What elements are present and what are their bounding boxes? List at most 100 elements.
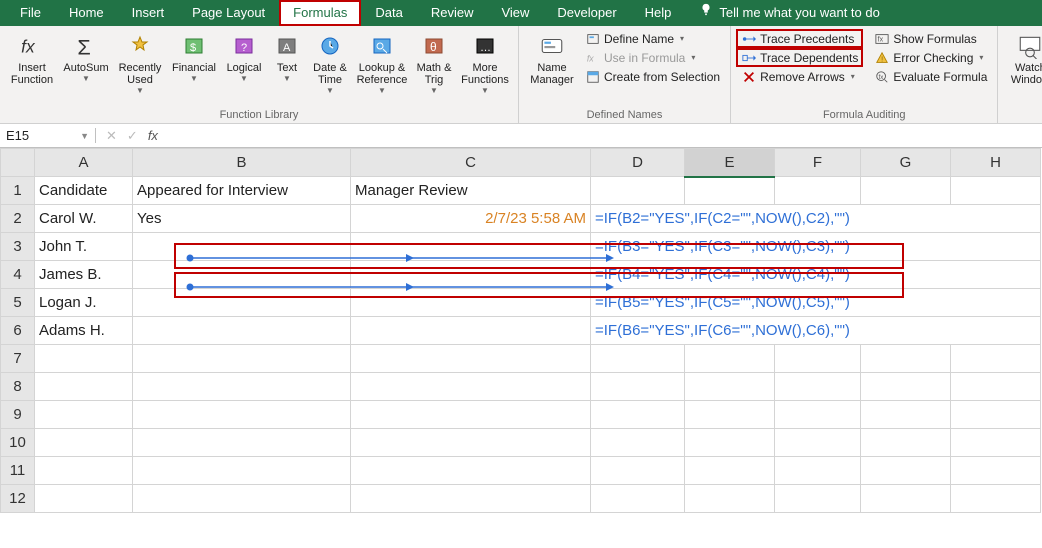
col-header-C[interactable]: C — [351, 149, 591, 177]
cell[interactable] — [351, 345, 591, 373]
name-box[interactable]: E15 ▼ — [0, 128, 96, 143]
row-header[interactable]: 6 — [1, 317, 35, 345]
cell[interactable]: Logan J. — [35, 289, 133, 317]
cell[interactable] — [775, 177, 861, 205]
cell[interactable] — [351, 373, 591, 401]
cell[interactable] — [35, 401, 133, 429]
cell[interactable] — [685, 177, 775, 205]
cell[interactable] — [775, 345, 861, 373]
row-header[interactable]: 9 — [1, 401, 35, 429]
cell[interactable] — [861, 429, 951, 457]
cell[interactable]: Adams H. — [35, 317, 133, 345]
cell[interactable] — [591, 457, 685, 485]
cell[interactable] — [951, 429, 1041, 457]
define-name-button[interactable]: Define Name ▾ — [581, 30, 724, 47]
tell-me-search[interactable]: Tell me what you want to do — [685, 0, 893, 26]
cell[interactable] — [775, 401, 861, 429]
row-header[interactable]: 8 — [1, 373, 35, 401]
cell[interactable] — [685, 457, 775, 485]
watch-window-button[interactable]: WatchWindow — [1004, 30, 1042, 88]
row-header[interactable]: 10 — [1, 429, 35, 457]
sheet-table[interactable]: A B C D E F G H 1 Candidate Appeared for… — [0, 148, 1041, 513]
autosum-button[interactable]: Σ AutoSum ▼ — [60, 30, 112, 85]
row-header[interactable]: 1 — [1, 177, 35, 205]
cell[interactable]: James B. — [35, 261, 133, 289]
row-header[interactable]: 4 — [1, 261, 35, 289]
cell[interactable]: 2/7/23 5:58 AM — [351, 205, 591, 233]
row-header[interactable]: 7 — [1, 345, 35, 373]
cell[interactable] — [35, 373, 133, 401]
row-header[interactable]: 2 — [1, 205, 35, 233]
tab-view[interactable]: View — [487, 0, 543, 26]
cell[interactable] — [685, 373, 775, 401]
cell[interactable] — [133, 317, 351, 345]
cell[interactable] — [133, 485, 351, 513]
col-header-E[interactable]: E — [685, 149, 775, 177]
cell[interactable] — [861, 177, 951, 205]
col-header-B[interactable]: B — [133, 149, 351, 177]
confirm-icon[interactable]: ✓ — [127, 128, 138, 144]
lookup-reference-button[interactable]: Lookup &Reference ▼ — [354, 30, 410, 97]
cell[interactable] — [861, 373, 951, 401]
cell[interactable] — [775, 457, 861, 485]
tab-insert[interactable]: Insert — [118, 0, 179, 26]
cell[interactable]: Candidate — [35, 177, 133, 205]
cell[interactable]: John T. — [35, 233, 133, 261]
evaluate-formula-button[interactable]: fx Evaluate Formula — [870, 68, 991, 85]
cell[interactable] — [133, 401, 351, 429]
cell[interactable] — [591, 485, 685, 513]
cell[interactable] — [591, 373, 685, 401]
cell[interactable] — [685, 401, 775, 429]
cell[interactable] — [861, 401, 951, 429]
cell[interactable] — [133, 373, 351, 401]
insert-function-button[interactable]: fx InsertFunction — [6, 30, 58, 88]
cell[interactable] — [35, 429, 133, 457]
row-header[interactable]: 3 — [1, 233, 35, 261]
cell[interactable] — [861, 345, 951, 373]
cell[interactable] — [591, 429, 685, 457]
show-formulas-button[interactable]: fx Show Formulas — [870, 30, 991, 47]
cell[interactable] — [133, 345, 351, 373]
tab-home[interactable]: Home — [55, 0, 118, 26]
cell[interactable]: =IF(B6="YES",IF(C6="",NOW(),C6),"") — [591, 317, 1041, 345]
tab-page-layout[interactable]: Page Layout — [178, 0, 279, 26]
cell[interactable] — [35, 345, 133, 373]
cell[interactable]: Carol W. — [35, 205, 133, 233]
cell[interactable] — [591, 177, 685, 205]
tab-developer[interactable]: Developer — [543, 0, 630, 26]
select-all-corner[interactable] — [1, 149, 35, 177]
cell[interactable] — [861, 485, 951, 513]
tab-review[interactable]: Review — [417, 0, 488, 26]
cell[interactable]: Manager Review — [351, 177, 591, 205]
math-trig-button[interactable]: θ Math &Trig ▼ — [412, 30, 456, 97]
cell[interactable]: =IF(B2="YES",IF(C2="",NOW(),C2),"") — [591, 205, 1041, 233]
financial-button[interactable]: $ Financial ▼ — [168, 30, 220, 85]
cell[interactable] — [775, 485, 861, 513]
date-time-button[interactable]: Date &Time ▼ — [308, 30, 352, 97]
col-header-D[interactable]: D — [591, 149, 685, 177]
row-header[interactable]: 11 — [1, 457, 35, 485]
cell[interactable] — [951, 457, 1041, 485]
create-from-selection-button[interactable]: Create from Selection — [581, 68, 724, 85]
cell[interactable] — [133, 429, 351, 457]
col-header-H[interactable]: H — [951, 149, 1041, 177]
cell[interactable]: Yes — [133, 205, 351, 233]
cell[interactable] — [951, 345, 1041, 373]
cell[interactable] — [775, 373, 861, 401]
logical-button[interactable]: ? Logical ▼ — [222, 30, 266, 85]
trace-dependents-button[interactable]: Trace Dependents — [737, 49, 862, 66]
cell[interactable] — [951, 401, 1041, 429]
cell[interactable] — [351, 429, 591, 457]
recently-used-button[interactable]: RecentlyUsed ▼ — [114, 30, 166, 97]
cell[interactable] — [685, 485, 775, 513]
use-in-formula-button[interactable]: fx Use in Formula ▾ — [581, 49, 724, 66]
trace-precedents-button[interactable]: Trace Precedents — [737, 30, 862, 47]
cell[interactable] — [951, 373, 1041, 401]
cancel-icon[interactable]: ✕ — [106, 128, 117, 144]
cell[interactable] — [685, 429, 775, 457]
cell[interactable] — [951, 177, 1041, 205]
tab-data[interactable]: Data — [361, 0, 416, 26]
row-header[interactable]: 12 — [1, 485, 35, 513]
fx-icon[interactable]: fx — [148, 128, 158, 143]
more-functions-button[interactable]: … MoreFunctions ▼ — [458, 30, 512, 97]
